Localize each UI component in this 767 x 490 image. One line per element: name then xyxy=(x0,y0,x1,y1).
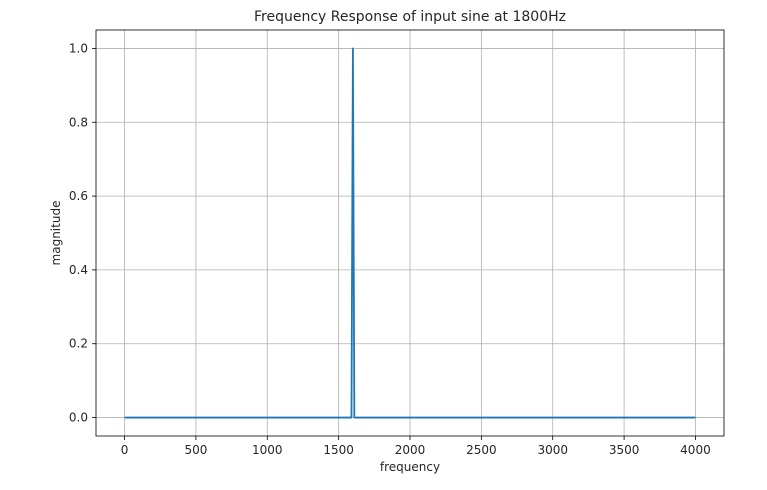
x-tick-label: 1000 xyxy=(252,443,283,457)
chart-title: Frequency Response of input sine at 1800… xyxy=(254,9,566,25)
y-tick-label: 0.8 xyxy=(69,115,88,129)
x-tick-label: 4000 xyxy=(680,443,711,457)
x-tick-label: 500 xyxy=(184,443,207,457)
ticks: 0 500 1000 1500 2000 2500 3000 3500 4000 0.0 0.2 0.… xyxy=(69,41,711,457)
grid xyxy=(96,30,724,436)
y-tick-label: 1.0 xyxy=(69,41,88,55)
y-tick-label: 0.2 xyxy=(69,337,88,351)
x-tick-label: 1500 xyxy=(323,443,354,457)
x-tick-label: 3500 xyxy=(609,443,640,457)
x-tick-label: 2000 xyxy=(395,443,426,457)
series-line xyxy=(124,47,696,419)
x-tick-label: 2500 xyxy=(466,443,497,457)
y-tick-label: 0.0 xyxy=(69,411,88,425)
x-axis-label: frequency xyxy=(380,460,440,474)
y-tick-label: 0.6 xyxy=(69,189,88,203)
y-tick-label: 0.4 xyxy=(69,263,88,277)
plot-area xyxy=(124,47,696,419)
y-axis-label: magnitude xyxy=(49,201,63,266)
x-tick-label: 0 xyxy=(121,443,129,457)
x-tick-label: 3000 xyxy=(537,443,568,457)
